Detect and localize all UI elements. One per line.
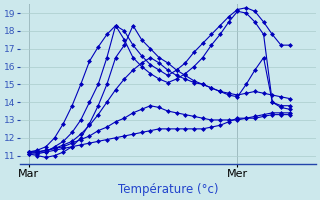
X-axis label: Température (°c): Température (°c) xyxy=(117,183,218,196)
